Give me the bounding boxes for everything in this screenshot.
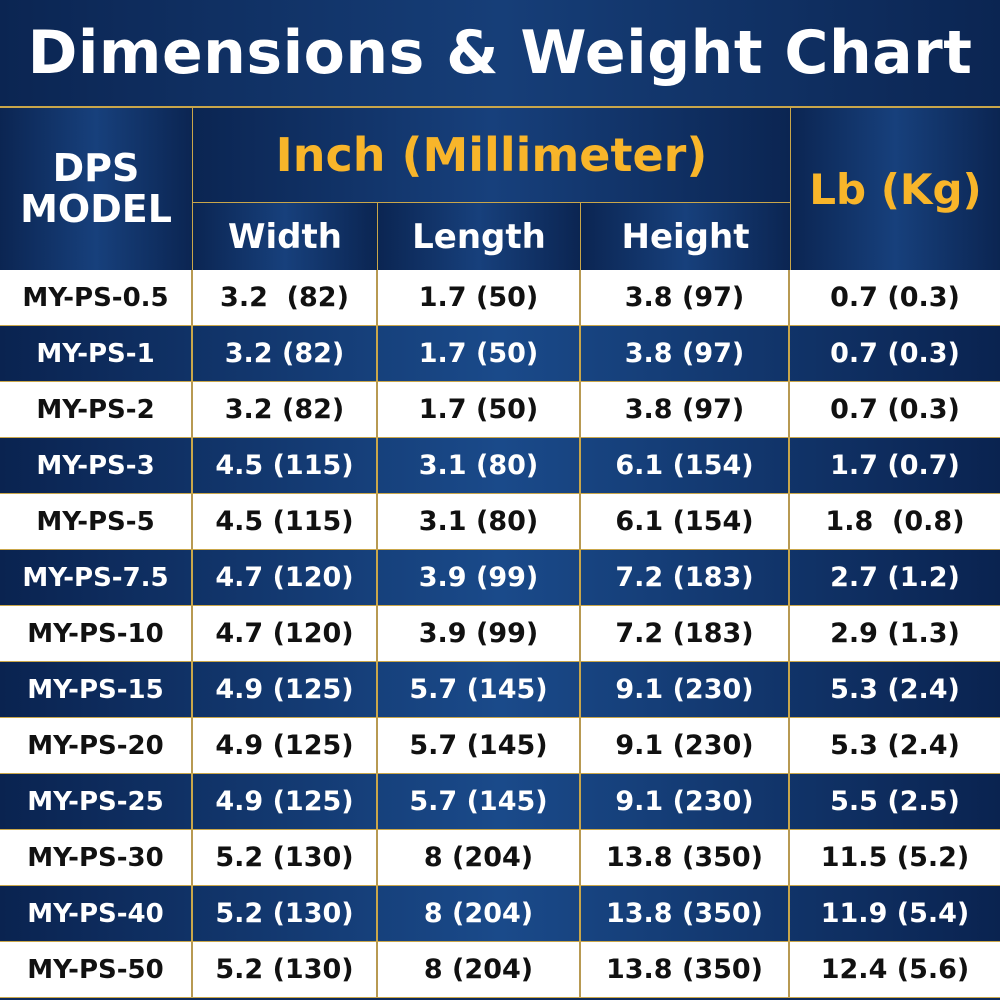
table-row: MY-PS-2 3.2 (82) 1.7 (50) 3.8 (97) 0.7 (0.3) (0, 382, 1000, 438)
height-column-header: Height (581, 203, 790, 270)
model-header-line2: MODEL (20, 187, 172, 231)
width-cell: 4.7 (120) (193, 606, 378, 661)
weight-cell: 0.7 (0.3) (830, 394, 960, 425)
width-cell: 4.5 (115) (193, 438, 378, 493)
table-row: MY-PS-0.5 3.2 (82) 1.7 (50) 3.8 (97) 0.7 (0.… (0, 270, 1000, 326)
model-cell: MY-PS-7.5 (0, 550, 193, 605)
height-cell: 7.2 (183) (581, 550, 790, 605)
height-cell: 7.2 (183) (581, 606, 790, 661)
weight-cell: 5.3 (2.4) (830, 730, 960, 761)
width-cell: 4.5 (115) (193, 494, 378, 549)
weight-column-header: Lb (Kg) (790, 106, 1000, 270)
model-cell: MY-PS-3 (0, 438, 193, 493)
height-cell: 9.1 (230) (581, 718, 790, 773)
length-cell: 3.1 (80) (378, 494, 581, 549)
weight-cell: 5.3 (2.4) (830, 674, 960, 705)
width-cell: 4.9 (125) (193, 718, 378, 773)
height-cell: 6.1 (154) (581, 494, 790, 549)
model-cell: MY-PS-50 (0, 942, 193, 997)
height-cell: 3.8 (97) (581, 326, 790, 381)
length-cell: 8 (204) (378, 942, 581, 997)
height-cell: 13.8 (350) (581, 830, 790, 885)
table-row: MY-PS-3 4.5 (115) 3.1 (80) 6.1 (154) 1.7 (0.… (0, 438, 1000, 494)
width-column-header: Width (193, 203, 378, 270)
weight-cell: 1.7 (0.7) (830, 450, 960, 481)
table-row: MY-PS-7.5 4.7 (120) 3.9 (99) 7.2 (183) 2.7 (… (0, 550, 1000, 606)
model-cell: MY-PS-25 (0, 774, 193, 829)
width-cell: 5.2 (130) (193, 886, 378, 941)
length-cell: 5.7 (145) (378, 718, 581, 773)
table-body: MY-PS-0.5 3.2 (82) 1.7 (50) 3.8 (97) 0.7 (0.… (0, 270, 1000, 998)
length-cell: 1.7 (50) (378, 270, 581, 325)
width-cell: 3.2 (82) (193, 270, 378, 325)
weight-cell: 2.7 (1.2) (830, 562, 960, 593)
model-cell: MY-PS-2 (0, 382, 193, 437)
weight-cell: 12.4 (5.6) (820, 954, 970, 985)
width-cell: 5.2 (130) (193, 830, 378, 885)
height-cell: 13.8 (350) (581, 942, 790, 997)
table-row: MY-PS-5 4.5 (115) 3.1 (80) 6.1 (154) 1.8 (0.… (0, 494, 1000, 550)
model-cell: MY-PS-15 (0, 662, 193, 717)
width-cell: 3.2 (82) (193, 326, 378, 381)
table-row: MY-PS-1 3.2 (82) 1.7 (50) 3.8 (97) 0.7 (0.3) (0, 326, 1000, 382)
height-cell: 3.8 (97) (581, 270, 790, 325)
model-cell: MY-PS-1 (0, 326, 193, 381)
inch-group-header: Inch (Millimeter) (193, 106, 790, 203)
length-cell: 1.7 (50) (378, 326, 581, 381)
weight-cell: 0.7 (0.3) (830, 338, 960, 369)
width-cell: 4.7 (120) (193, 550, 378, 605)
length-cell: 3.9 (99) (378, 606, 581, 661)
model-cell: MY-PS-5 (0, 494, 193, 549)
weight-cell: 1.8 (0.8) (825, 506, 965, 537)
length-cell: 3.1 (80) (378, 438, 581, 493)
height-cell: 3.8 (97) (581, 382, 790, 437)
height-cell: 6.1 (154) (581, 438, 790, 493)
table-row: MY-PS-50 5.2 (130) 8 (204) 13.8 (350) 12.4 (… (0, 942, 1000, 998)
length-cell: 8 (204) (378, 830, 581, 885)
table-row: MY-PS-20 4.9 (125) 5.7 (145) 9.1 (230) 5.3 (… (0, 718, 1000, 774)
length-cell: 1.7 (50) (378, 382, 581, 437)
width-cell: 3.2 (82) (193, 382, 378, 437)
model-cell: MY-PS-10 (0, 606, 193, 661)
model-column-header: DPS MODEL (0, 106, 193, 270)
length-column-header: Length (378, 203, 581, 270)
height-cell: 9.1 (230) (581, 662, 790, 717)
table-row: MY-PS-15 4.9 (125) 5.7 (145) 9.1 (230) 5.3 (… (0, 662, 1000, 718)
page-title: Dimensions & Weight Chart (0, 0, 1000, 106)
width-cell: 4.9 (125) (193, 662, 378, 717)
length-cell: 3.9 (99) (378, 550, 581, 605)
table-row: MY-PS-40 5.2 (130) 8 (204) 13.8 (350) 11.9 (… (0, 886, 1000, 942)
weight-cell: 5.5 (2.5) (830, 786, 960, 817)
weight-cell: 2.9 (1.3) (830, 618, 960, 649)
model-cell: MY-PS-0.5 (0, 270, 193, 325)
weight-cell: 0.7 (0.3) (830, 282, 960, 313)
table-row: MY-PS-25 4.9 (125) 5.7 (145) 9.1 (230) 5.5 (… (0, 774, 1000, 830)
table-row: MY-PS-10 4.7 (120) 3.9 (99) 7.2 (183) 2.9 (1… (0, 606, 1000, 662)
length-cell: 5.7 (145) (378, 662, 581, 717)
model-header-line1: DPS (52, 145, 140, 190)
height-cell: 13.8 (350) (581, 886, 790, 941)
width-cell: 4.9 (125) (193, 774, 378, 829)
table-row: MY-PS-30 5.2 (130) 8 (204) 13.8 (350) 11.5 (… (0, 830, 1000, 886)
length-cell: 8 (204) (378, 886, 581, 941)
width-cell: 5.2 (130) (193, 942, 378, 997)
length-cell: 5.7 (145) (378, 774, 581, 829)
height-cell: 9.1 (230) (581, 774, 790, 829)
weight-cell: 11.9 (5.4) (820, 898, 970, 929)
model-cell: MY-PS-30 (0, 830, 193, 885)
weight-cell: 11.5 (5.2) (820, 842, 970, 873)
model-cell: MY-PS-40 (0, 886, 193, 941)
model-cell: MY-PS-20 (0, 718, 193, 773)
